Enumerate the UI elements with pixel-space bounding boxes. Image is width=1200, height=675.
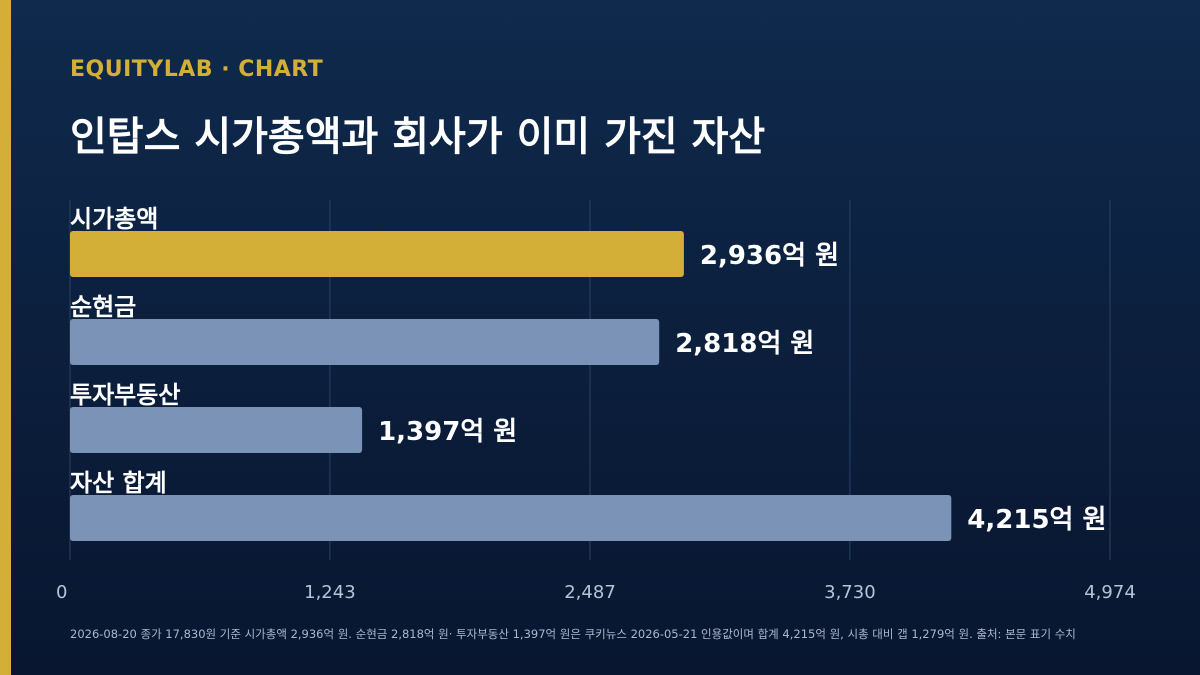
data-label: 1,397억 원 bbox=[378, 417, 517, 447]
x-tick-label: 2,487 bbox=[564, 582, 616, 603]
category-label: 투자부동산 bbox=[70, 381, 180, 409]
bar bbox=[70, 231, 684, 277]
x-tick-label: 4,974 bbox=[1084, 582, 1136, 603]
data-label: 2,818억 원 bbox=[675, 329, 814, 359]
bar bbox=[70, 495, 952, 541]
category-label: 자산 합계 bbox=[70, 469, 167, 497]
chart-title: 인탑스 시가총액과 회사가 이미 가진 자산 bbox=[70, 114, 766, 160]
category-label: 순현금 bbox=[70, 293, 136, 321]
bar bbox=[70, 407, 363, 453]
x-tick-label: 3,730 bbox=[824, 582, 876, 603]
data-label: 4,215억 원 bbox=[967, 505, 1106, 535]
footnote: 2026-08-20 종가 17,830원 기준 시가총액 2,936억 원. … bbox=[70, 627, 1076, 641]
chart-kicker: EQUITYLAB · CHART bbox=[70, 57, 324, 82]
category-label: 시가총액 bbox=[70, 205, 158, 233]
bar bbox=[70, 319, 660, 365]
x-tick-label: 1,243 bbox=[304, 582, 356, 603]
accent-bar bbox=[0, 0, 11, 675]
data-label: 2,936억 원 bbox=[700, 241, 839, 271]
x-tick-label: 0 bbox=[56, 582, 67, 603]
